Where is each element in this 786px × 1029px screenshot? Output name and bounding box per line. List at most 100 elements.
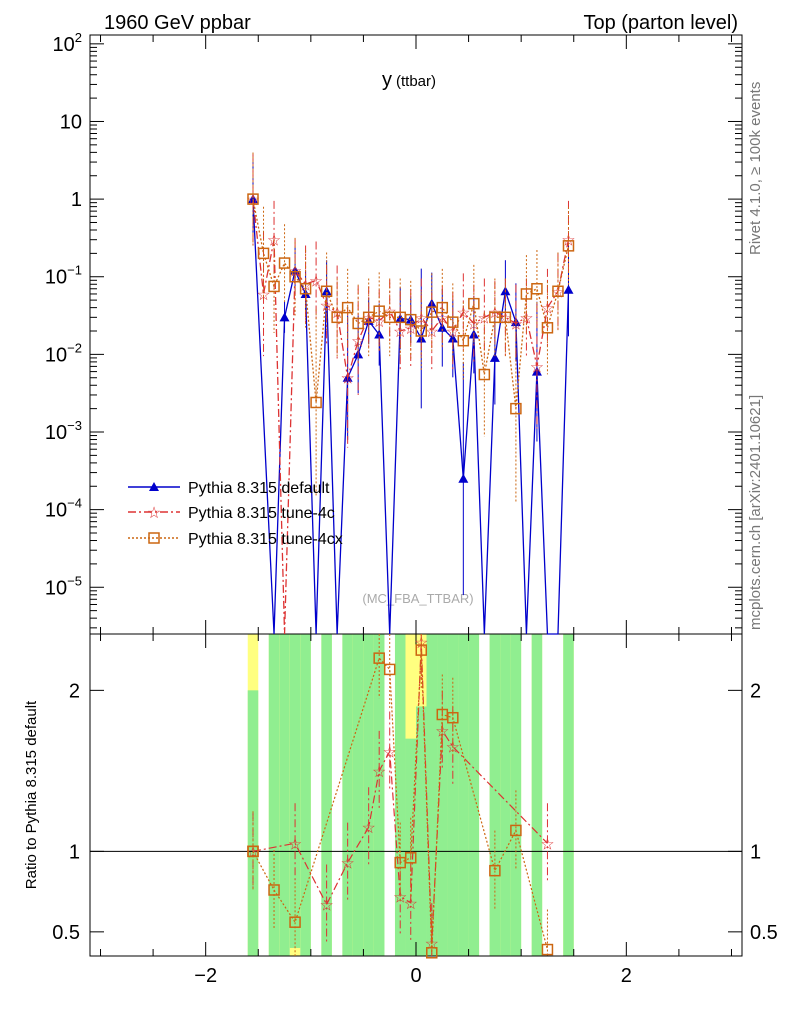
series-point-1: ☆ <box>319 298 333 315</box>
plot-title: y (ttbar) <box>382 69 436 91</box>
ratio-point-1 <box>541 943 554 956</box>
series-point-2 <box>552 285 564 298</box>
y-tick-label: 102 <box>53 30 82 56</box>
legend-label-tune4cx: Pythia 8.315 tune-4cx <box>188 531 343 548</box>
series-point-1: ☆ <box>309 273 323 290</box>
series-point-2 <box>478 368 491 381</box>
ratio-point-1 <box>510 824 522 837</box>
series-point-2 <box>457 334 470 347</box>
legend: Pythia 8.315 default ☆ Pythia 8.315 tune… <box>128 480 343 548</box>
plot-title-sub: (ttbar) <box>396 73 436 90</box>
series-point-2 <box>447 316 459 328</box>
ratio-ylabel: Ratio to Pythia 8.315 default <box>23 700 40 889</box>
series-point-1: ☆ <box>340 371 354 388</box>
y-tick-label: 10 <box>60 111 82 133</box>
series-point-2 <box>320 285 333 298</box>
ratio-point-0: ☆ <box>446 740 460 757</box>
ratio-band-green <box>279 634 290 956</box>
ratio-point-1 <box>426 947 438 959</box>
legend-marker-default <box>149 482 159 491</box>
ratio-point-0: ☆ <box>372 764 386 781</box>
series-point-2 <box>257 247 270 260</box>
series-point-2 <box>499 311 512 324</box>
series-point-2 <box>415 325 428 337</box>
header-right: Top (parton level) <box>583 12 738 34</box>
ratio-line-1 <box>252 650 549 953</box>
ratio-band-green <box>342 634 353 956</box>
series-point-2 <box>531 283 543 295</box>
series-point-2 <box>562 240 575 252</box>
y-tick-label: 1 <box>71 189 82 211</box>
series-point-2 <box>268 280 280 293</box>
series-point-2 <box>404 313 417 326</box>
ratio-y-tick-label-right: 2 <box>750 680 761 702</box>
ratio-point-1 <box>404 852 417 864</box>
y-tick-label: 10−4 <box>45 496 82 522</box>
legend-marker-tune4cx <box>148 532 160 544</box>
ratio-point-0: ☆ <box>425 936 439 953</box>
ratio-point-0: ☆ <box>393 889 407 906</box>
series-point-0 <box>458 473 469 483</box>
series-point-0 <box>248 194 258 204</box>
series-point-0 <box>563 284 574 294</box>
ratio-point-1 <box>447 711 459 724</box>
ratio-point-1 <box>415 644 428 656</box>
ratio-band-green <box>563 634 574 956</box>
ratio-point-1 <box>373 652 385 664</box>
x-tick-label: −2 <box>194 965 217 987</box>
ratio-point-0: ☆ <box>362 820 376 837</box>
ratio-point-0: ☆ <box>319 897 333 914</box>
series-point-2 <box>468 297 480 310</box>
ratio-band-green <box>489 634 501 956</box>
ratio-point-0: ☆ <box>288 836 302 853</box>
series-point-0 <box>437 322 448 332</box>
series-point-2 <box>278 257 291 269</box>
ratio-band-green <box>447 634 459 956</box>
ratio-band-green <box>500 634 511 956</box>
series-point-1: ☆ <box>519 310 533 327</box>
series-point-0 <box>489 352 500 362</box>
ratio-band-green <box>416 706 427 956</box>
series-point-1: ☆ <box>298 277 312 294</box>
series-point-2 <box>341 301 354 314</box>
ratio-band-green <box>531 634 543 956</box>
series-point-2 <box>247 193 259 205</box>
ratio-y-tick-label-right: 0.5 <box>750 922 778 944</box>
series-point-2 <box>436 301 449 314</box>
series-point-1: ☆ <box>330 305 344 322</box>
series-point-0 <box>395 313 406 323</box>
ratio-point-1 <box>247 845 259 858</box>
y-tick-label: 10−2 <box>45 340 82 366</box>
header-left: 1960 GeV ppbar <box>104 12 251 34</box>
ratio-line-0 <box>252 642 548 944</box>
watermark: (MC_FBA_TTBAR) <box>362 591 473 606</box>
ratio-y-tick-label: 1 <box>69 841 80 863</box>
series-point-0 <box>447 333 458 343</box>
x-tick-label: 2 <box>621 965 632 987</box>
series-point-1: ☆ <box>372 314 386 331</box>
plot-title-main: y <box>382 69 392 91</box>
ratio-band-green <box>394 634 406 956</box>
series-point-1: ☆ <box>456 305 470 322</box>
ratio-y-tick-label: 0.5 <box>52 922 80 944</box>
ratio-band-green <box>321 634 332 956</box>
series-point-2 <box>510 402 522 415</box>
ratio-band-green <box>289 634 301 948</box>
y-tick-label: 10−3 <box>45 418 82 444</box>
side-text-bottom: mcplots.cern.ch [arXiv:2401.10621] <box>747 395 764 630</box>
series-point-2 <box>331 311 343 324</box>
side-text-top: Rivet 4.1.0, ≥ 100k events <box>747 82 764 255</box>
legend-marker-tune4c: ☆ <box>147 505 161 522</box>
series-point-2 <box>289 270 301 283</box>
ratio-point-0: ☆ <box>383 745 397 762</box>
ratio-band-green <box>458 634 469 956</box>
y-tick-label: 10−1 <box>45 263 82 289</box>
series-point-1: ☆ <box>414 310 428 327</box>
legend-label-default: Pythia 8.315 default <box>188 480 330 497</box>
x-tick-label: 0 <box>410 965 421 987</box>
series-point-2 <box>310 396 322 409</box>
series-point-1: ☆ <box>425 324 439 341</box>
ratio-point-1 <box>489 864 501 877</box>
legend-label-tune4c: Pythia 8.315 tune-4c <box>188 505 335 522</box>
ratio-point-0: ☆ <box>340 856 354 873</box>
